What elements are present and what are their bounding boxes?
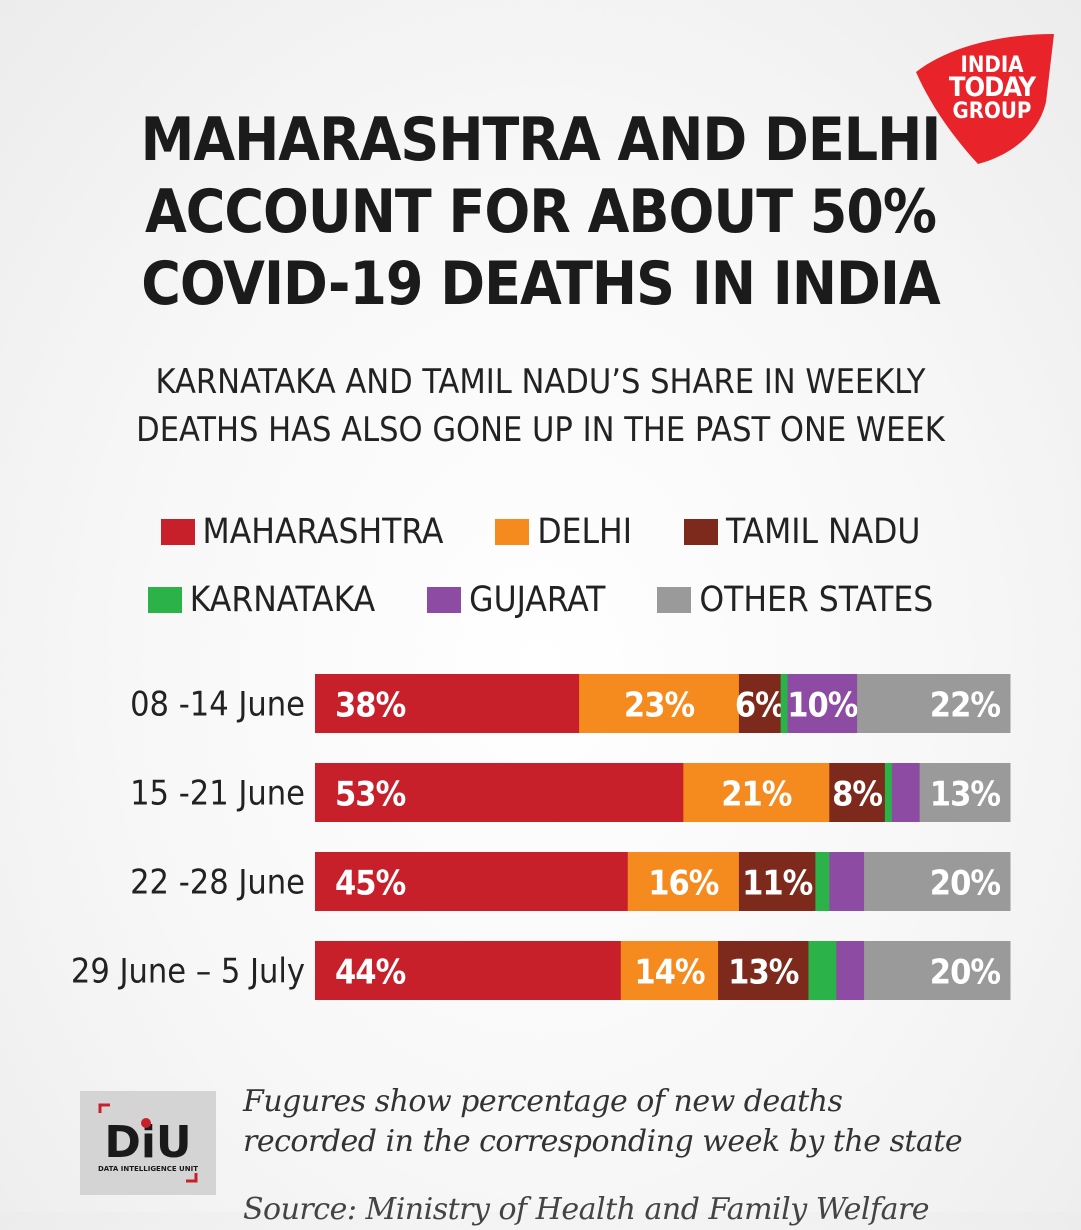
data-label-delhi-1: 21% [721, 775, 792, 815]
data-label-other-states-0: 22% [930, 686, 1001, 726]
logo-line-1: INDIA [960, 53, 1024, 78]
data-label-delhi-2: 16% [648, 864, 719, 904]
category-label-0: 08 -14 June [130, 685, 305, 725]
bar-tamil-nadu-1 [829, 763, 886, 822]
legend-label-karnataka: KARNATAKA [189, 580, 376, 620]
legend-item-karnataka: KARNATAKA [147, 580, 376, 620]
bar-karnataka-2 [815, 852, 830, 911]
legend-swatch-maharashtra [160, 519, 195, 545]
logo-line-3: GROUP [953, 99, 1032, 124]
data-label-maharashtra-1: 53% [335, 775, 406, 815]
bar-other-states-2 [864, 852, 1011, 911]
note-line-2: recorded in the corresponding week by th… [243, 1124, 963, 1159]
data-label-other-states-2: 20% [930, 864, 1001, 904]
legend-swatch-gujarat [427, 587, 462, 613]
subtitle-line-1: KARNATAKA AND TAMIL NADU’S SHARE IN WEEK… [155, 362, 926, 402]
bar-maharashtra-2 [315, 852, 629, 911]
legend-label-maharashtra: MAHARASHTRA [202, 512, 444, 552]
legend-label-gujarat: GUJARAT [469, 580, 606, 620]
data-label-other-states-1: 13% [930, 775, 1001, 815]
title-line-2: ACCOUNT FOR ABOUT 50% [144, 177, 937, 247]
data-label-tamil-nadu-0: 6% [735, 686, 785, 726]
legend-swatch-other-states [657, 587, 692, 613]
bar-karnataka-0 [780, 674, 789, 733]
bar-karnataka-1 [884, 763, 893, 822]
bar-gujarat-0 [787, 674, 858, 733]
bar-gujarat-1 [891, 763, 921, 822]
page-title: MAHARASHTRA AND DELHI ACCOUNT FOR ABOUT … [0, 104, 1081, 320]
legend-label-other-states: OTHER STATES [699, 580, 934, 620]
page-subtitle: KARNATAKA AND TAMIL NADU’S SHARE IN WEEK… [0, 358, 1081, 454]
legend-swatch-delhi [495, 519, 530, 545]
diu-logo-subtext: DATA INTELLIGENCE UNIT [98, 1165, 198, 1173]
bar-delhi-0 [579, 674, 740, 733]
stacked-bar-chart: 08 -14 June 38% 23% 6% 10% 22% 15 -21 June 53% 2… [0, 660, 1081, 1020]
bar-maharashtra-1 [315, 763, 684, 822]
category-label-1: 15 -21 June [130, 774, 305, 814]
data-label-maharashtra-0: 38% [335, 686, 406, 726]
note-line-1: Fugures show percentage of new deaths [243, 1084, 843, 1119]
bar-tamil-nadu-2 [738, 852, 816, 911]
bar-tamil-nadu-3 [718, 941, 809, 1000]
data-label-tamil-nadu-3: 13% [728, 953, 799, 993]
legend-row-1: MAHARASHTRA DELHI TAMIL NADU [0, 512, 1081, 552]
diu-logo: DiU DATA INTELLIGENCE UNIT [80, 1091, 216, 1195]
data-label-delhi-3: 14% [634, 953, 705, 993]
legend-label-delhi: DELHI [537, 512, 633, 552]
legend-item-maharashtra: MAHARASHTRA [160, 512, 444, 552]
bar-delhi-3 [620, 941, 719, 1000]
title-line-1: MAHARASHTRA AND DELHI [140, 105, 942, 175]
source-note: Source: Ministry of Health and Family We… [243, 1192, 930, 1227]
bar-gujarat-2 [829, 852, 865, 911]
india-today-group-logo: INDIA TODAY GROUP [912, 32, 1056, 166]
subtitle-line-2: DEATHS HAS ALSO GONE UP IN THE PAST ONE … [136, 410, 945, 450]
bar-delhi-2 [627, 852, 740, 911]
bar-maharashtra-0 [315, 674, 580, 733]
data-label-tamil-nadu-2: 11% [742, 864, 813, 904]
bar-other-states-1 [919, 763, 1011, 822]
data-label-other-states-3: 20% [930, 953, 1001, 993]
legend-row-2: KARNATAKA GUJARAT OTHER STATES [0, 580, 1081, 620]
bar-other-states-3 [864, 941, 1011, 1000]
bar-gujarat-3 [836, 941, 865, 1000]
legend-swatch-karnataka [147, 587, 182, 613]
logo-line-2: TODAY [949, 72, 1037, 103]
figure-note: Fugures show percentage of new deaths re… [243, 1082, 1063, 1162]
bar-karnataka-3 [808, 941, 837, 1000]
legend-item-other-states: OTHER STATES [657, 580, 933, 620]
legend-item-gujarat: GUJARAT [427, 580, 605, 620]
category-label-3: 29 June – 5 July [71, 952, 305, 992]
title-line-3: COVID-19 DEATHS IN INDIA [141, 249, 940, 319]
chart-svg: 08 -14 June 38% 23% 6% 10% 22% 15 -21 June 53% 2… [71, 674, 1011, 1000]
data-label-maharashtra-2: 45% [335, 864, 406, 904]
bar-delhi-1 [683, 763, 830, 822]
legend-item-tamil-nadu: TAMIL NADU [684, 512, 920, 552]
data-label-maharashtra-3: 44% [335, 953, 406, 993]
data-label-tamil-nadu-1: 8% [832, 775, 882, 815]
category-label-2: 22 -28 June [130, 863, 305, 903]
bar-tamil-nadu-0 [738, 674, 782, 733]
bar-maharashtra-3 [315, 941, 622, 1000]
legend-label-tamil-nadu: TAMIL NADU [726, 512, 921, 552]
legend-swatch-tamil-nadu [684, 519, 719, 545]
data-label-delhi-0: 23% [624, 686, 695, 726]
legend-item-delhi: DELHI [495, 512, 632, 552]
bar-other-states-0 [857, 674, 1011, 733]
data-label-gujarat-0: 10% [787, 686, 858, 726]
